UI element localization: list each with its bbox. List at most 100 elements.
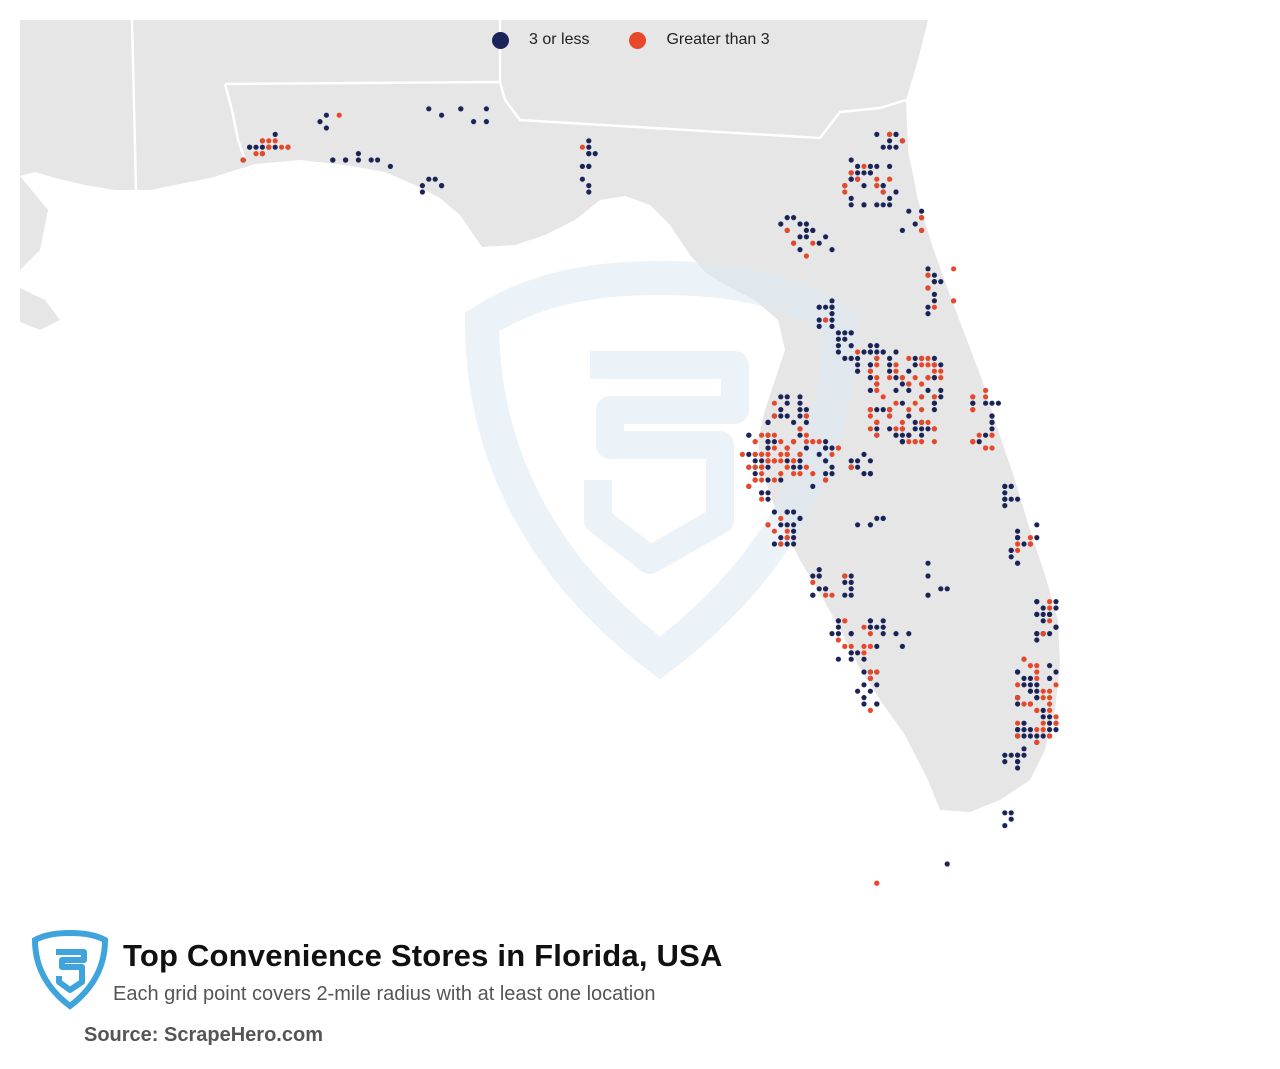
grid-point-high [765,451,771,457]
grid-point-low [848,631,854,637]
grid-point-high [874,387,880,393]
grid-point-high [867,707,874,714]
grid-point-low [835,343,842,349]
land-west-fringe [20,176,48,270]
grid-point-low [893,349,899,355]
grid-point-high [771,400,778,406]
grid-point-high [1021,656,1027,662]
grid-point-high [1015,733,1021,739]
grid-point-high [784,227,790,233]
grid-point-high [765,458,771,464]
grid-point-low [925,311,931,317]
grid-point-low [791,464,797,470]
grid-point-high [867,413,874,419]
grid-point-low [938,279,944,285]
grid-point-low [330,157,336,163]
grid-point-high [759,496,765,502]
grid-point-high [874,381,880,387]
grid-point-low [752,458,758,464]
grid-point-low [887,355,893,361]
grid-point-low [887,368,893,374]
grid-point-low [880,624,886,630]
grid-point-low [784,413,790,419]
grid-point-low [1034,599,1040,605]
grid-point-low [989,419,995,425]
grid-point-low [253,144,259,150]
grid-point-low [829,323,835,329]
grid-point-low [995,400,1002,406]
grid-point-low [1002,490,1008,496]
grid-point-high [887,407,893,413]
grid-point-low [579,163,586,169]
grid-point-low [829,304,835,310]
grid-point-high [797,426,803,432]
grid-point-high [931,368,938,374]
grid-point-low [848,656,854,662]
grid-point-high [1047,701,1053,707]
page-subtitle: Each grid point covers 2-mile radius wit… [113,983,656,1005]
grid-point-low [925,387,931,393]
legend-label-low: 3 or less [529,31,590,48]
grid-point-low [1047,663,1053,669]
grid-point-low [880,144,886,150]
grid-point-low [797,413,803,419]
grid-point-low [1047,631,1053,637]
grid-point-low [989,426,995,432]
grid-point-low [1021,720,1027,726]
grid-point-low [823,586,829,592]
grid-point-high [899,375,906,381]
grid-point-low [778,522,784,528]
grid-point-high [919,419,925,425]
grid-point-low [816,323,822,329]
grid-point-low [861,669,867,675]
grid-point-high [842,573,848,579]
grid-point-low [874,131,880,137]
grid-point-low [835,656,842,662]
grid-point-low [1034,611,1040,618]
grid-point-low [1021,752,1027,758]
grid-point-low [1015,759,1021,765]
grid-point-low [848,592,854,598]
grid-point-low [829,464,835,470]
grid-point-low [803,419,810,425]
grid-point-low [765,419,771,425]
grid-point-high [771,477,778,483]
grid-point-low [1002,752,1008,758]
grid-point-low [765,445,771,451]
grid-point-high [976,432,982,438]
grid-point-low [771,439,778,445]
grid-point-high [867,631,874,637]
grid-point-high [919,355,925,361]
grid-point-low [925,266,931,272]
grid-point-high [989,445,995,451]
source-credit: Source: ScrapeHero.com [84,1024,323,1046]
grid-point-low [791,215,797,221]
grid-point-low [867,349,874,355]
grid-point-low [816,586,822,592]
grid-point-high [919,407,925,413]
grid-point-high [938,368,944,374]
grid-point-low [931,407,938,413]
grid-point-low [483,106,489,112]
grid-point-low [810,227,816,233]
grid-point-low [842,579,848,586]
grid-point-low [989,413,995,419]
grid-point-low [829,298,835,304]
grid-point-low [912,355,918,361]
grid-point-high [848,643,854,650]
grid-point-low [803,445,810,451]
grid-point-high [752,464,758,470]
grid-point-low [810,483,816,489]
grid-point-low [1008,554,1014,560]
grid-point-low [1027,675,1033,682]
grid-point-high [823,477,829,483]
grid-point-low [919,208,925,214]
grid-point-high [970,439,976,445]
grid-point-low [912,419,918,425]
grid-point-low [887,202,893,208]
grid-point-low [829,445,835,451]
grid-point-high [279,144,285,150]
grid-point-high [1034,663,1040,669]
grid-point-high [778,451,784,457]
grid-point-low [861,170,867,176]
